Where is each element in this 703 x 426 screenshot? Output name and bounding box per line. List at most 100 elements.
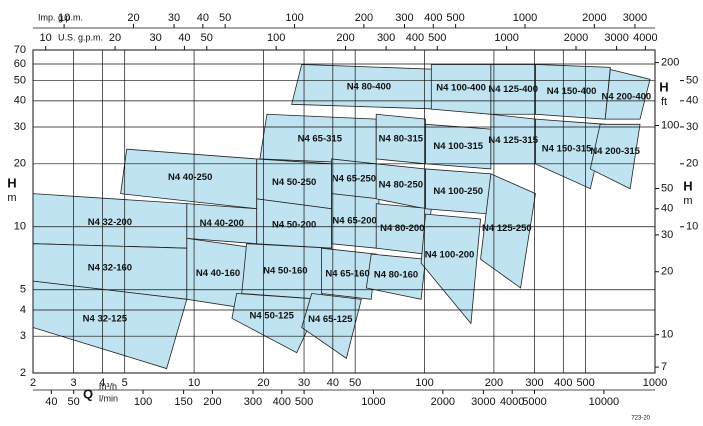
region-label: N4 32-125 (83, 314, 128, 325)
x2-tick-label: 150 (174, 396, 192, 408)
x2-tick-label: 3000 (471, 396, 495, 408)
x-tick-label: 3 (71, 377, 77, 389)
x3-tick-label: 300 (395, 12, 413, 24)
x-tick-label: 1000 (643, 377, 667, 389)
x-tick-label: 200 (485, 377, 503, 389)
x2-tick-label: 40 (45, 396, 57, 408)
y-tick-label: 4 (20, 304, 26, 316)
y2-axis-label: H (659, 79, 668, 94)
x4-tick-label: 500 (428, 32, 446, 44)
y3-tick-label: 30 (686, 121, 698, 133)
region-label: N4 65-160 (325, 268, 369, 279)
region-label: N4 150-400 (547, 86, 597, 97)
x4-tick-label: 3000 (604, 32, 628, 44)
y2-tick-label: 10 (661, 329, 673, 341)
y-tick-label: 5 (20, 284, 26, 296)
x3-tick-label: 2000 (582, 12, 606, 24)
region-label: N4 50-125 (250, 310, 295, 321)
region-label: N4 65-200 (332, 216, 376, 227)
x2-tick-label: 4000 (500, 396, 524, 408)
region-label: N4 200-400 (602, 91, 652, 102)
y2-tick-label: 200 (661, 56, 679, 68)
x4-tick-label: 1000 (494, 32, 518, 44)
y-tick-label: 60 (14, 58, 26, 70)
region-label: N4 32-200 (88, 217, 132, 228)
y-tick-label: 70 (14, 44, 26, 56)
x3-tick-label: 100 (285, 12, 303, 24)
x4-tick-label: 2000 (564, 32, 588, 44)
region-label: N4 100-315 (433, 141, 483, 152)
x3-tick-label: 10 (58, 12, 70, 24)
x2-tick-label: 5000 (522, 396, 546, 408)
x3-tick-label: 3000 (623, 12, 647, 24)
y2-tick-label: 20 (661, 266, 673, 278)
figure-code: 723-20 (631, 416, 650, 422)
region-label: N4 40-250 (168, 172, 212, 183)
y-axis-label: H (7, 175, 16, 190)
region-label: N4 65-250 (332, 173, 376, 184)
x4-tick-label: 10 (40, 32, 52, 44)
region-label: N4 40-160 (196, 268, 240, 279)
x2-tick-label: 100 (134, 396, 152, 408)
x4-tick-label: 300 (377, 32, 395, 44)
x2-tick-label: 200 (203, 396, 221, 408)
region-label: N4 65-315 (298, 134, 343, 145)
region-label: N4 32-160 (88, 263, 132, 274)
region-label: N4 125-315 (488, 135, 538, 146)
y-tick-label: 40 (14, 95, 26, 107)
x4-tick-label: 400 (406, 32, 424, 44)
region-label: N4 80-400 (347, 81, 391, 92)
region-label: N4 100-250 (433, 186, 483, 197)
x2-tick-label: 2000 (431, 396, 455, 408)
y2-axis-unit: ft (661, 96, 667, 108)
x-tick-label: 400 (554, 377, 572, 389)
y2-tick-label: 40 (661, 203, 673, 215)
x-tick-label: 40 (327, 377, 339, 389)
pump-region (535, 118, 606, 190)
x3-tick-label: 30 (168, 12, 180, 24)
x-tick-label: 500 (576, 377, 594, 389)
y-axis-unit: m (7, 192, 16, 204)
x2-tick-label: 1000 (361, 396, 385, 408)
region-label: N4 100-400 (436, 83, 486, 94)
x-tick-label: 300 (525, 377, 543, 389)
region-label: N4 50-200 (272, 219, 316, 230)
x-tick-label: 5 (122, 377, 128, 389)
region-label: N4 65-125 (308, 314, 353, 325)
y2-tick-label: 7 (661, 361, 667, 373)
region-label: N4 50-250 (272, 177, 316, 188)
grid (32, 49, 656, 374)
y3-tick-label: 50 (686, 74, 698, 86)
x4-tick-label: 200 (336, 32, 354, 44)
x4-tick-label: 100 (267, 32, 285, 44)
x-tick-label: 10 (188, 377, 200, 389)
x-axis-unit: m³/h (99, 381, 117, 391)
y3-tick-label: 40 (686, 95, 698, 107)
x4-tick-label: 50 (201, 32, 213, 44)
y-tick-label: 10 (14, 221, 26, 233)
x3-tick-label: 20 (127, 12, 139, 24)
region-label: N4 200-315 (590, 146, 640, 157)
x-tick-label: 30 (298, 377, 310, 389)
region-label: N4 80-250 (379, 180, 423, 191)
y-tick-label: 3 (20, 330, 26, 342)
y-tick-label: 30 (14, 121, 26, 133)
x2-tick-label: 50 (68, 396, 80, 408)
region-label: N4 125-400 (488, 84, 538, 95)
y3-tick-label: 20 (686, 158, 698, 170)
y3-axis-unit: m (683, 195, 692, 207)
y-tick-label: 50 (14, 74, 26, 86)
pump-region (425, 123, 492, 170)
x2-tick-label: 500 (295, 396, 313, 408)
x3-tick-label: 500 (446, 12, 464, 24)
x3-tick-label: 400 (424, 12, 442, 24)
pump-region (480, 173, 536, 289)
pump-region (604, 68, 651, 120)
region-label: N4 50-160 (263, 266, 307, 277)
x2-tick-label: 300 (244, 396, 262, 408)
pump-region (420, 213, 481, 325)
pump-region (365, 253, 426, 300)
y2-tick-label: 50 (661, 182, 673, 194)
pump-region (589, 123, 641, 190)
